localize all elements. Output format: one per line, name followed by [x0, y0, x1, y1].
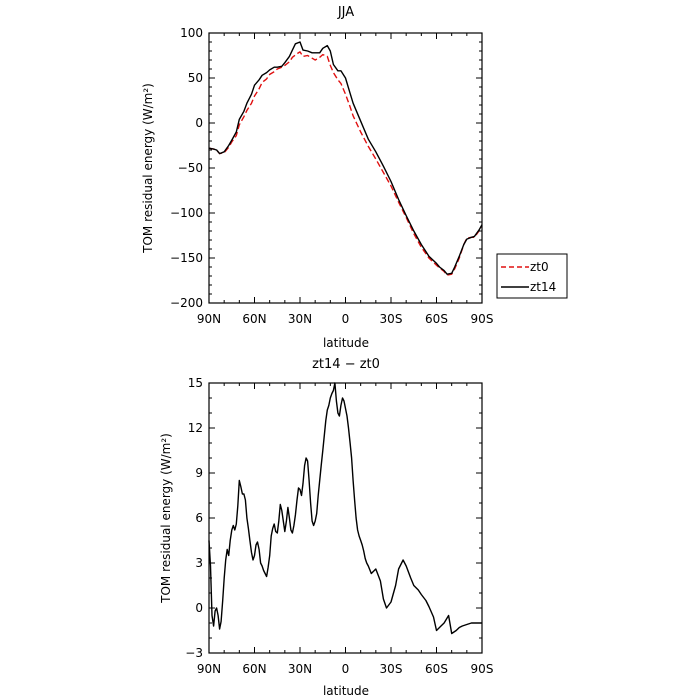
jja-plot-frame: [208, 32, 483, 304]
legend: zt0 zt14: [496, 253, 568, 299]
difference-ytick-label: 3: [195, 556, 203, 570]
jja-series-zt14-line: [208, 41, 483, 275]
jja-ylabel: TOM residual energy (W/m²): [141, 83, 155, 254]
difference-ytick-label: 6: [195, 511, 203, 525]
difference-xtick-label: 60S: [425, 662, 448, 676]
difference-xlabel: latitude: [323, 684, 369, 698]
legend-box: [496, 253, 568, 299]
jja-xtick-label: 90N: [197, 312, 221, 326]
jja-ytick-label: −150: [170, 251, 203, 265]
difference-ytick-label: 9: [195, 466, 203, 480]
jja-ytick-label: −200: [170, 296, 203, 310]
difference-xtick-label: 30N: [288, 662, 312, 676]
jja-ytick-label: 0: [195, 116, 203, 130]
difference-ytick-label: −3: [185, 646, 203, 660]
jja-panel: JJA 90N 60N 30N 0 30S 60S 90S −200 −150 −100 −50 0…: [141, 5, 568, 350]
difference-ytick-label: 0: [195, 601, 203, 615]
difference-xtick-label: 90S: [471, 662, 494, 676]
difference-ylabel: TOM residual energy (W/m²): [159, 433, 173, 604]
jja-ytick-label: −50: [178, 161, 203, 175]
difference-xtick-label: 0: [342, 662, 350, 676]
jja-ytick-label: 100: [180, 26, 203, 40]
legend-label-zt14: zt14: [530, 280, 556, 294]
jja-xtick-label: 30S: [380, 312, 403, 326]
jja-xlabel: latitude: [323, 336, 369, 350]
difference-xtick-label: 90N: [197, 662, 221, 676]
jja-xtick-label: 60S: [425, 312, 448, 326]
jja-title: JJA: [337, 5, 354, 20]
difference-title: zt14 − zt0: [312, 357, 380, 372]
difference-panel: zt14 − zt0 90N 60N 30N 0 30S 60S 90S −3 0 3 6 9 12 1…: [159, 357, 493, 698]
difference-ytick-label: 12: [188, 421, 203, 435]
difference-plot-frame: [208, 382, 483, 654]
difference-series-difference-line: [208, 382, 482, 635]
jja-xtick-label: 60N: [242, 312, 266, 326]
jja-xtick-label: 30N: [288, 312, 312, 326]
jja-xtick-label: 90S: [471, 312, 494, 326]
difference-xtick-label: 60N: [242, 662, 266, 676]
difference-ytick-label: 15: [188, 376, 203, 390]
jja-xtick-label: 0: [342, 312, 350, 326]
jja-series-zt0-line: [208, 51, 483, 276]
jja-ytick-label: −100: [170, 206, 203, 220]
jja-ytick-label: 50: [188, 71, 203, 85]
difference-xtick-label: 30S: [380, 662, 403, 676]
legend-label-zt0: zt0: [530, 260, 549, 274]
